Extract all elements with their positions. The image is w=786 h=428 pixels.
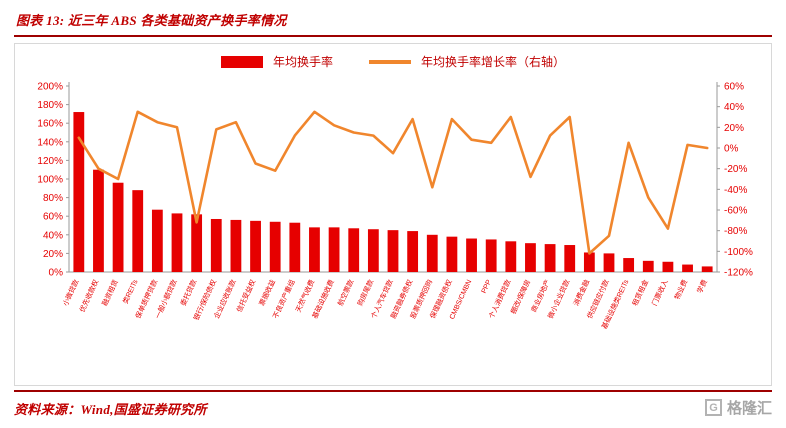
svg-text:140%: 140% bbox=[37, 137, 63, 148]
svg-text:0%: 0% bbox=[49, 268, 64, 279]
svg-text:小微贷款: 小微贷款 bbox=[61, 278, 81, 307]
svg-text:委托贷款: 委托贷款 bbox=[178, 278, 198, 307]
line-swatch-icon bbox=[369, 59, 411, 64]
svg-text:120%: 120% bbox=[37, 156, 63, 167]
chart-title: 图表 13: 近三年 ABS 各类基础资产换手率情况 bbox=[16, 13, 287, 28]
svg-text:180%: 180% bbox=[37, 100, 63, 111]
svg-text:优先收款权: 优先收款权 bbox=[77, 278, 100, 314]
bar bbox=[466, 238, 477, 272]
bar bbox=[583, 252, 595, 272]
svg-text:40%: 40% bbox=[43, 230, 63, 241]
legend: 年均换手率 年均换手率增长率（右轴） bbox=[23, 50, 763, 74]
bar bbox=[485, 239, 497, 272]
svg-text:门票收入: 门票收入 bbox=[650, 278, 670, 307]
left-axis-labels: 0% 20% 40% 60% 80% 100% 120% 140% 160% 180% 200% bbox=[37, 82, 69, 279]
bar bbox=[701, 266, 713, 272]
bar bbox=[505, 241, 517, 272]
svg-text:-120%: -120% bbox=[724, 268, 753, 279]
svg-text:棚改/保障房: 棚改/保障房 bbox=[509, 278, 533, 315]
bar bbox=[151, 209, 163, 272]
svg-text:CMBS/CMBN: CMBS/CMBN bbox=[449, 279, 473, 321]
right-axis-labels: -120% -100% -80% -60% -40% -20% 0% 20% 40% 60% bbox=[717, 82, 753, 279]
svg-text:200%: 200% bbox=[37, 82, 63, 93]
bar bbox=[426, 234, 438, 272]
logo-text: 格隆汇 bbox=[726, 400, 772, 417]
bar bbox=[289, 222, 301, 272]
bar bbox=[525, 243, 536, 272]
bar bbox=[191, 214, 203, 272]
bar bbox=[171, 213, 183, 272]
footer: 资料来源：Wind,国盛证券研究所 G 格隆汇 bbox=[14, 392, 772, 418]
svg-text:-20%: -20% bbox=[724, 164, 747, 175]
svg-text:物业费: 物业费 bbox=[672, 278, 689, 301]
bar bbox=[93, 169, 104, 272]
svg-text:商业房地产: 商业房地产 bbox=[529, 278, 552, 314]
svg-text:天然气收费: 天然气收费 bbox=[293, 278, 316, 314]
svg-text:-40%: -40% bbox=[724, 185, 747, 196]
bar bbox=[662, 261, 674, 272]
chart-panel: 年均换手率 年均换手率增长率（右轴） 0% 20% 40% 60% 80% 100% 120… bbox=[14, 43, 772, 386]
legend-line-label: 年均换手率增长率（右轴） bbox=[421, 55, 566, 69]
bar bbox=[328, 227, 340, 272]
svg-text:消费金融: 消费金融 bbox=[571, 278, 591, 307]
bar bbox=[682, 264, 693, 272]
bar bbox=[112, 182, 124, 272]
bar bbox=[348, 228, 360, 272]
footer-divider bbox=[14, 390, 772, 392]
line-series bbox=[77, 110, 709, 255]
bar bbox=[367, 229, 379, 272]
svg-text:-60%: -60% bbox=[724, 206, 747, 217]
svg-text:80%: 80% bbox=[43, 193, 63, 204]
svg-text:160%: 160% bbox=[37, 119, 63, 130]
svg-text:信托受益权: 信托受益权 bbox=[234, 278, 257, 314]
bar bbox=[603, 253, 615, 272]
bar bbox=[250, 220, 261, 272]
bar bbox=[387, 230, 399, 272]
bar bbox=[73, 112, 85, 272]
bar bbox=[210, 218, 222, 272]
bar bbox=[230, 219, 242, 272]
svg-text:航空票款: 航空票款 bbox=[336, 278, 356, 307]
svg-text:60%: 60% bbox=[724, 82, 744, 93]
bar bbox=[132, 190, 144, 272]
bar bbox=[407, 231, 419, 272]
svg-text:PPP: PPP bbox=[481, 279, 493, 295]
svg-text:40%: 40% bbox=[724, 102, 744, 113]
bar bbox=[309, 227, 320, 272]
svg-text:票据收益: 票据收益 bbox=[257, 278, 277, 307]
svg-text:60%: 60% bbox=[43, 212, 63, 223]
svg-text:学费: 学费 bbox=[695, 278, 709, 294]
legend-bar-label: 年均换手率 bbox=[272, 55, 333, 69]
bar-series bbox=[73, 112, 713, 272]
svg-text:20%: 20% bbox=[724, 123, 744, 134]
bar-swatch-icon bbox=[220, 55, 263, 68]
svg-text:-80%: -80% bbox=[724, 226, 747, 237]
combo-chart: 0% 20% 40% 60% 80% 100% 120% 140% 160% 180% 200% -1… bbox=[37, 82, 753, 331]
bar bbox=[642, 260, 654, 272]
svg-text:类REITs: 类REITs bbox=[121, 278, 140, 306]
bar bbox=[446, 236, 458, 272]
bar bbox=[623, 258, 635, 272]
svg-text:20%: 20% bbox=[43, 249, 63, 260]
source-note: 资料来源：Wind,国盛证券研究所 bbox=[14, 402, 207, 417]
bar bbox=[564, 245, 576, 272]
watermark-logo: G 格隆汇 bbox=[704, 397, 772, 418]
svg-text:融资租赁: 融资租赁 bbox=[100, 278, 120, 307]
svg-text:-100%: -100% bbox=[724, 247, 753, 258]
bar bbox=[269, 221, 281, 272]
svg-text:购房尾款: 购房尾款 bbox=[355, 278, 375, 307]
svg-text:0%: 0% bbox=[724, 144, 739, 155]
bar bbox=[544, 244, 556, 272]
svg-text:100%: 100% bbox=[37, 175, 63, 186]
header-divider bbox=[14, 35, 772, 37]
chart-area: 0% 20% 40% 60% 80% 100% 120% 140% 160% 180% 200% -1… bbox=[23, 74, 763, 385]
svg-text:租赁租金: 租赁租金 bbox=[630, 278, 650, 307]
logo-icon: G bbox=[704, 399, 722, 416]
